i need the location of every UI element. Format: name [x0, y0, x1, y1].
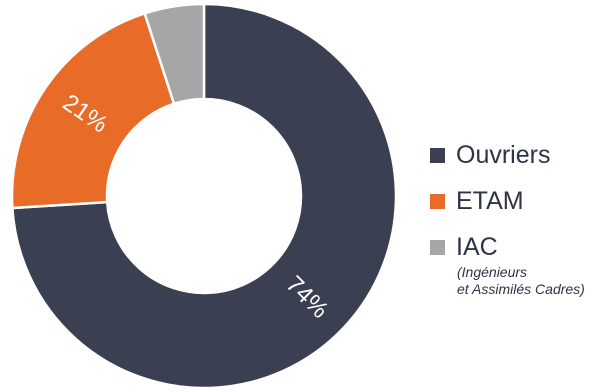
legend-item-etam: ETAM — [430, 182, 606, 228]
slice-iac — [143, 2, 206, 106]
slice-etam — [10, 11, 176, 210]
legend-swatch-iac — [430, 240, 445, 255]
legend-item-ouvriers: Ouvriers — [430, 136, 606, 182]
legend-item-iac: IAC (Ingénieurs et Assimilés Cadres) — [430, 228, 606, 297]
legend-swatch-ouvriers — [430, 148, 445, 163]
chart-legend: Ouvriers ETAM IAC (Ingénieurs et Assimil… — [430, 136, 606, 297]
legend-label-ouvriers: Ouvriers — [456, 141, 551, 169]
legend-label-iac: IAC — [456, 233, 498, 261]
legend-note-iac: (Ingénieurs et Assimilés Cadres) — [457, 264, 585, 297]
slice-ouvriers — [11, 2, 398, 390]
legend-swatch-etam — [430, 194, 445, 209]
legend-label-etam: ETAM — [456, 187, 524, 215]
